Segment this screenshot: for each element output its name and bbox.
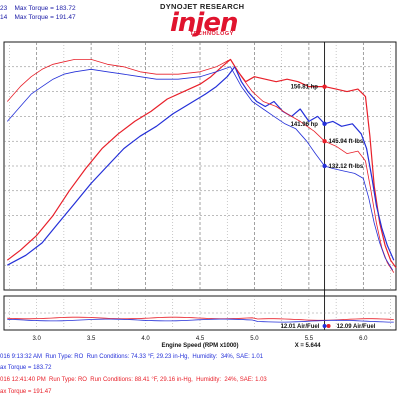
logo-top-text: DYNOJET RESEARCH <box>160 2 245 11</box>
annotation-label-4: 132.12 ft-lbs <box>329 164 364 170</box>
x-readout: X = 5.644 <box>295 343 322 349</box>
series-line-2 <box>7 66 395 266</box>
top-legend: 23 Max Torque = 183.72 14 Max Torque = 1… <box>0 4 76 22</box>
annotation-label-1: 156.81 hp <box>291 85 319 91</box>
air-fuel-plot-area: 12.01 Air/Fuel 12.09 Air/Fuel <box>3 295 397 331</box>
series-line-4 <box>6 66 394 271</box>
af-label-1: 12.01 Air/Fuel <box>281 324 320 330</box>
run1-info: 016 9:13:32 AM Run Type: RO Run Conditio… <box>0 354 264 360</box>
main-plot-area: 156.81 hp 141.96 hp 145.94 ft-lbs 132.12 ft… <box>3 41 397 330</box>
af-marker-blue <box>322 324 327 328</box>
x-axis-label: Engine Speed (RPM x1000) <box>161 343 238 349</box>
x-tick-label-5.5: 5.5 <box>305 336 314 342</box>
x-tick-label-4.0: 4.0 <box>141 336 150 342</box>
annotation-marker-4 <box>322 163 327 169</box>
af-series-blue <box>7 318 394 323</box>
x-axis: 3.0 3.5 4.0 4.5 5.0 5.5 6.0 Engine Speed (RPM x… <box>32 336 368 349</box>
x-tick-label-3.0: 3.0 <box>32 336 41 342</box>
x-tick-label-4.5: 4.5 <box>196 336 205 342</box>
annotation-label-3: 145.94 ft-lbs <box>329 139 364 145</box>
annotation-marker-2 <box>322 121 327 127</box>
main-plot-frame <box>3 41 397 291</box>
run2-torque: ax Torque = 191.47 <box>0 389 52 395</box>
af-marker-red <box>326 324 331 328</box>
annotation-marker-1 <box>322 84 327 89</box>
af-series-red <box>7 316 394 321</box>
af-label-2: 12.09 Air/Fuel <box>337 324 376 330</box>
logo-brand: injen <box>170 8 238 38</box>
x-tick-label-6.0: 6.0 <box>359 336 368 342</box>
series-line-1 <box>6 58 397 269</box>
legend-line-1: 23 Max Torque = 183.72 <box>0 5 76 12</box>
x-tick-label-3.5: 3.5 <box>87 336 96 342</box>
legend-line-2: 14 Max Torque = 191.47 <box>0 14 76 21</box>
injen-logo: DYNOJET RESEARCH injen TECHNOLOGY <box>160 2 270 46</box>
annotation-marker-3 <box>322 139 327 144</box>
af-plot-frame <box>3 295 397 331</box>
run2-info: 016 12:41:40 PM Run Type: RO Run Conditi… <box>0 377 267 383</box>
annotation-label-2: 141.96 hp <box>291 122 319 128</box>
series-line-3 <box>6 59 395 273</box>
logo-sub: TECHNOLOGY <box>190 31 234 37</box>
x-tick-label-5.0: 5.0 <box>250 336 259 342</box>
run1-torque: ax Torque = 183.72 <box>0 365 52 371</box>
